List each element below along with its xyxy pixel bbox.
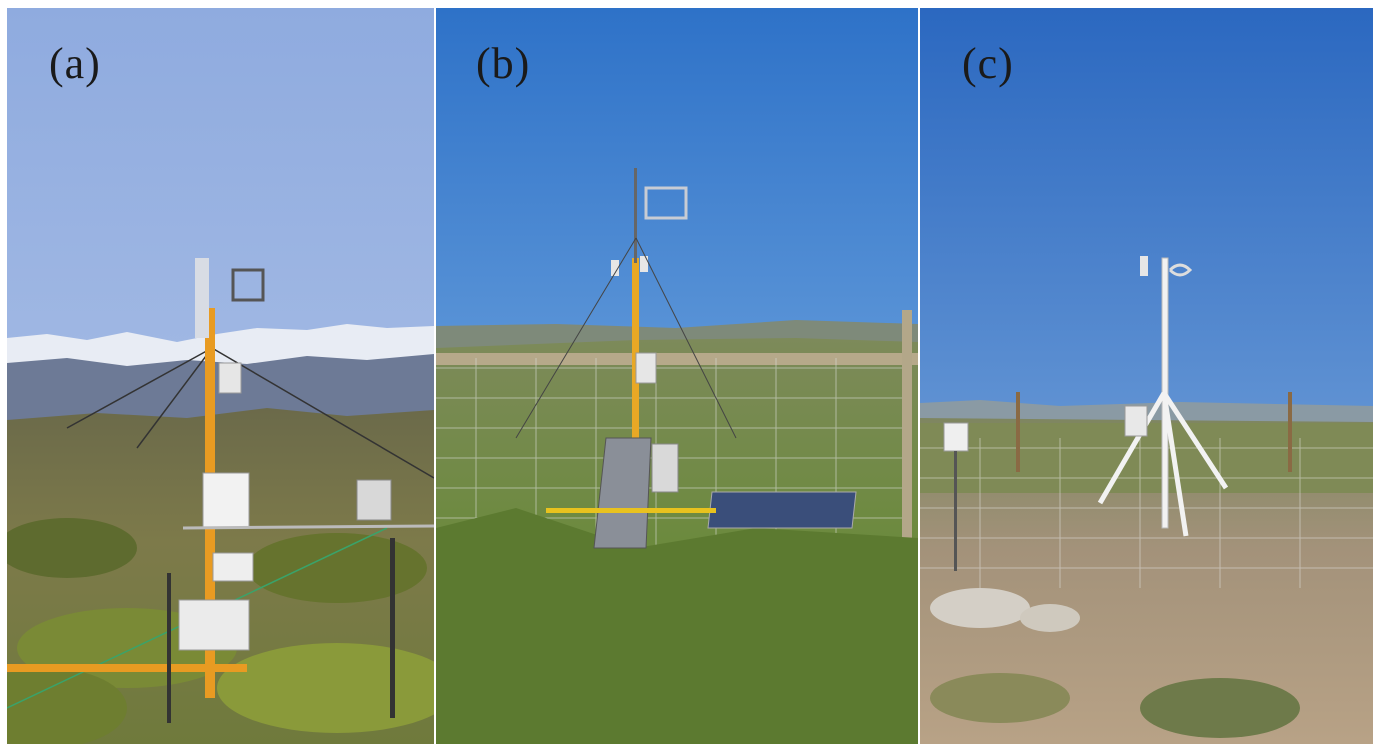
- rain-gauge: [943, 422, 969, 571]
- weather-station-mast: [515, 168, 737, 439]
- panel-label-b: (b): [476, 39, 531, 88]
- panel-label-c: (c): [962, 39, 1014, 88]
- shrub: [217, 643, 434, 733]
- photo-panel-b: (b): [436, 8, 918, 744]
- photo-c-scene: [920, 8, 1373, 744]
- shrub: [7, 518, 137, 578]
- fence-post: [902, 310, 912, 560]
- fence-post: [1016, 392, 1020, 472]
- foreground-grass: [436, 508, 918, 744]
- shrub: [247, 533, 427, 603]
- photo-panel-a: (a): [7, 8, 434, 744]
- panel-label-a: (a): [49, 39, 101, 88]
- photo-a-scene: [7, 8, 434, 744]
- photo-panel-c: (c): [920, 8, 1373, 744]
- rock: [1020, 604, 1080, 632]
- rocky-ground: [920, 418, 1373, 744]
- fence-post: [1288, 392, 1292, 472]
- equipment-box: [651, 443, 679, 493]
- rain-gauge: [356, 479, 395, 718]
- shrub: [1140, 678, 1300, 738]
- weather-station-mast: [7, 258, 434, 698]
- tripod-tower: [1097, 256, 1229, 537]
- photo-b-scene: [436, 8, 918, 744]
- shrub: [7, 668, 127, 744]
- shrub: [930, 673, 1070, 723]
- rock: [930, 588, 1030, 628]
- solar-panel-ground: [707, 491, 857, 529]
- dirt-track: [436, 353, 918, 365]
- wire-fence: [920, 438, 1373, 588]
